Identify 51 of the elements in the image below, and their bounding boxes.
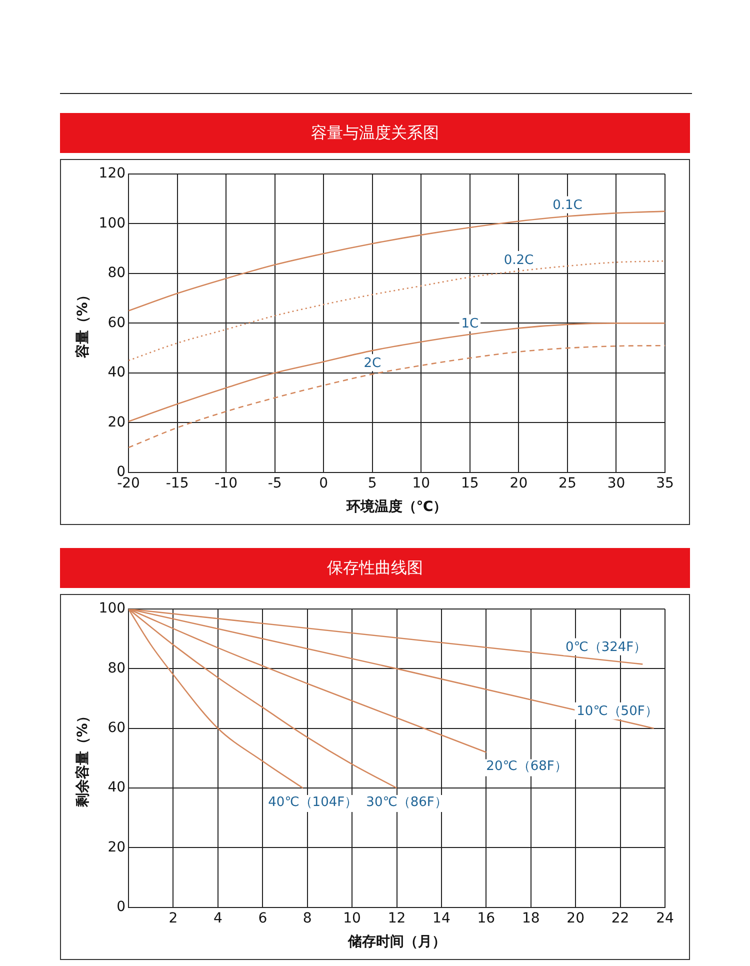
x-tick-label: 0 — [319, 475, 328, 492]
chart-title: 保存性曲线图 — [60, 548, 690, 588]
x-tick-label: 2 — [168, 910, 178, 926]
x-tick-label: -10 — [214, 475, 238, 492]
series-label: 1C — [461, 316, 479, 332]
x-tick-label: -20 — [117, 475, 140, 492]
y-axis-title: 剩余容量（%） — [74, 709, 92, 808]
y-tick-label: 40 — [108, 780, 126, 796]
x-tick-label: 15 — [461, 475, 479, 492]
x-tick-label: 18 — [522, 910, 540, 926]
x-tick-label: 8 — [302, 910, 312, 926]
y-tick-label: 40 — [108, 364, 126, 381]
x-tick-label: 16 — [477, 910, 496, 926]
y-axis-title: 容量（%） — [74, 288, 92, 360]
series-label: 20℃（68F） — [486, 759, 568, 774]
x-axis-title: 环境温度（℃） — [345, 498, 448, 516]
y-tick-label: 60 — [108, 720, 126, 736]
x-tick-label: -15 — [166, 475, 189, 492]
x-tick-label: -5 — [268, 475, 282, 492]
chart-title: 容量与温度关系图 — [60, 113, 690, 153]
x-tick-label: 20 — [510, 475, 528, 492]
x-tick-label: 10 — [343, 910, 361, 926]
y-tick-label: 0 — [116, 899, 126, 916]
y-tick-label: 20 — [108, 839, 126, 856]
y-tick-label: 60 — [108, 314, 126, 331]
x-tick-label: 6 — [258, 910, 268, 926]
x-tick-label: 10 — [412, 475, 430, 492]
series-label: 0℃（324F） — [565, 640, 647, 656]
y-tick-label: 80 — [108, 265, 126, 282]
x-tick-label: 22 — [611, 910, 630, 926]
y-tick-label: 100 — [98, 215, 126, 232]
y-tick-label: 100 — [98, 600, 126, 617]
x-tick-label: 25 — [558, 475, 576, 492]
x-tick-label: 20 — [566, 910, 584, 926]
series-label: 0.2C — [504, 252, 534, 268]
x-tick-label: 30 — [607, 475, 626, 492]
y-tick-label: 120 — [98, 166, 126, 182]
x-tick-label: 14 — [432, 910, 450, 926]
series-label: 0.1C — [552, 198, 582, 214]
series-label: 2C — [364, 356, 382, 372]
x-tick-label: 12 — [388, 910, 406, 926]
series-label: 30℃（86F） — [366, 794, 448, 810]
x-tick-label: 5 — [368, 475, 377, 492]
series-label: 10℃（50F） — [576, 704, 658, 720]
x-axis-title: 储存时间（月） — [346, 934, 446, 950]
x-tick-label: 4 — [213, 910, 222, 926]
y-tick-label: 80 — [108, 660, 126, 676]
x-tick-label: 24 — [656, 910, 674, 926]
x-tick-label: 35 — [656, 475, 674, 492]
y-tick-label: 20 — [108, 414, 126, 430]
series-label: 40℃（104F） — [268, 794, 358, 810]
